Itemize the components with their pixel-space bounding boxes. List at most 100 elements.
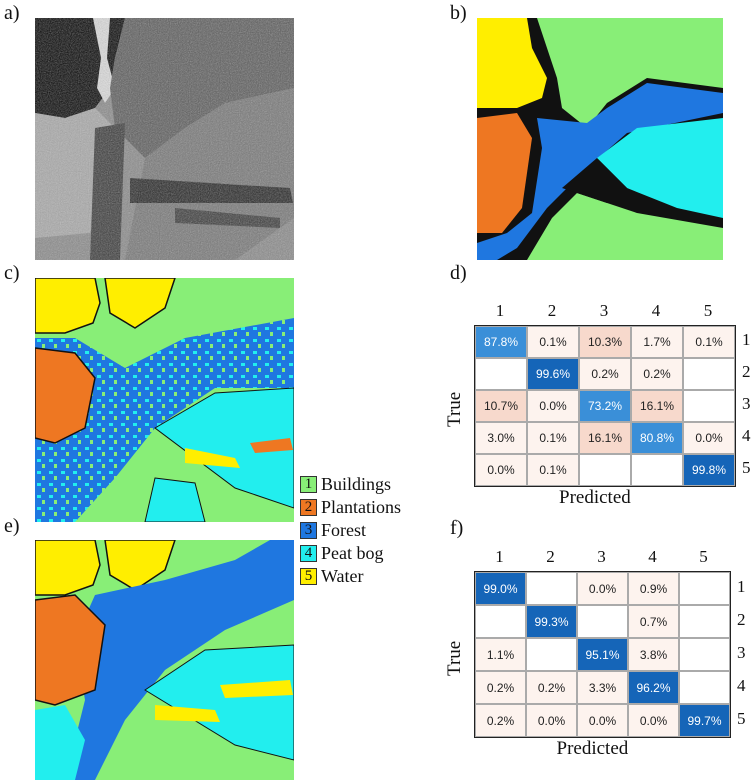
x-axis-label: Predicted (556, 738, 629, 759)
matrix-cell: 10.7% (475, 390, 527, 422)
matrix-cell (679, 671, 730, 704)
matrix-grid: 99.0% 0.0% 0.9% 99.3% 0.7% 1.1% 95.1% 3.8% 0.2% 0… (474, 571, 731, 738)
matrix-cell: 0.0% (577, 704, 628, 737)
matrix-cell (475, 605, 526, 638)
matrix-cell: 0.0% (683, 422, 735, 454)
row-label: 5 (737, 708, 746, 728)
panel-label-b: b) (450, 2, 467, 24)
y-axis-label: True (444, 640, 465, 676)
legend-item-buildings: 1 Buildings (300, 473, 401, 496)
matrix-cell: 0.1% (527, 454, 579, 486)
matrix-cell: 99.7% (679, 704, 730, 737)
legend-swatch: 3 (300, 522, 317, 539)
matrix-cell: 0.9% (628, 572, 679, 605)
legend-swatch: 2 (300, 499, 317, 516)
matrix-cell: 95.1% (577, 638, 628, 671)
panel-label-e: e) (4, 515, 20, 537)
matrix-cell (526, 572, 577, 605)
col-label: 3 (597, 547, 606, 566)
col-label: 1 (495, 301, 505, 320)
matrix-grid: 87.8% 0.1% 10.3% 1.7% 0.1% 99.6% 0.2% 0.2% 10.7%… (474, 325, 736, 487)
legend-item-forest: 3 Forest (300, 519, 401, 542)
col-label: 5 (703, 301, 713, 320)
panel-label-d: d) (450, 262, 467, 284)
matrix-cell: 0.2% (631, 358, 683, 390)
matrix-cell: 96.2% (628, 671, 679, 704)
ground-truth-map (477, 18, 723, 260)
row-label: 2 (742, 362, 751, 381)
row-label: 1 (742, 330, 751, 349)
matrix-cell: 99.8% (683, 454, 735, 486)
confusion-matrix-d: 1 2 3 4 5 87.8% 0.1% 10.3% 1.7% 0.1% 99.6% 0.2% 0.2%… (440, 295, 755, 508)
legend: 1 Buildings 2 Plantations 3 Forest 4 Pea… (300, 473, 401, 588)
panel-label-f: f) (450, 517, 464, 539)
matrix-cell: 0.0% (475, 454, 527, 486)
matrix-cell: 1.7% (631, 326, 683, 358)
y-axis-label: True (444, 391, 465, 427)
matrix-cell (683, 358, 735, 390)
matrix-cell: 0.2% (475, 671, 526, 704)
matrix-cell: 99.0% (475, 572, 526, 605)
legend-swatch: 5 (300, 568, 317, 585)
matrix-cell (679, 572, 730, 605)
legend-label: Buildings (321, 474, 392, 494)
matrix-cell: 10.3% (579, 326, 631, 358)
matrix-cell: 99.3% (526, 605, 577, 638)
matrix-cell: 0.1% (527, 422, 579, 454)
panel-label-c: c) (4, 262, 20, 284)
matrix-cell: 0.2% (526, 671, 577, 704)
legend-swatch: 4 (300, 545, 317, 562)
legend-item-plantations: 2 Plantations (300, 496, 401, 519)
matrix-cell: 87.8% (475, 326, 527, 358)
matrix-cell (475, 358, 527, 390)
matrix-cell: 0.0% (628, 704, 679, 737)
classification-map-e (35, 540, 294, 780)
legend-label: Plantations (321, 497, 401, 517)
matrix-cell: 0.2% (475, 704, 526, 737)
matrix-cell: 16.1% (631, 390, 683, 422)
matrix-cell: 0.7% (628, 605, 679, 638)
matrix-cell: 0.0% (577, 572, 628, 605)
matrix-cell (579, 454, 631, 486)
matrix-cell (679, 638, 730, 671)
col-label: 3 (599, 301, 609, 320)
row-label: 4 (742, 426, 751, 445)
matrix-cell: 99.6% (527, 358, 579, 390)
col-label: 4 (648, 547, 657, 566)
legend-item-peatbog: 4 Peat bog (300, 542, 401, 565)
matrix-cell (526, 638, 577, 671)
col-label: 4 (651, 301, 661, 320)
row-label: 1 (737, 576, 746, 596)
satellite-image (35, 18, 294, 260)
col-label: 5 (699, 547, 708, 566)
row-label: 5 (742, 458, 751, 477)
confusion-matrix-f: 1 2 3 4 5 99.0% 0.0% 0.9% 99.3% 0.7% 1.1% 95.1% 3.8%… (440, 545, 755, 780)
matrix-cell (631, 454, 683, 486)
legend-label: Water (321, 566, 364, 586)
x-axis-label: Predicted (559, 487, 631, 508)
matrix-cell: 0.1% (683, 326, 735, 358)
matrix-cell: 73.2% (579, 390, 631, 422)
matrix-cell: 3.0% (475, 422, 527, 454)
matrix-cell: 0.1% (527, 326, 579, 358)
col-label: 2 (547, 301, 557, 320)
legend-item-water: 5 Water (300, 565, 401, 588)
matrix-cell: 0.0% (527, 390, 579, 422)
matrix-cell: 16.1% (579, 422, 631, 454)
row-label: 3 (742, 394, 751, 413)
row-label: 4 (737, 675, 746, 695)
matrix-cell: 0.2% (579, 358, 631, 390)
legend-label: Forest (321, 520, 366, 540)
legend-label: Peat bog (321, 543, 384, 563)
matrix-cell: 0.0% (526, 704, 577, 737)
matrix-cell (577, 605, 628, 638)
row-label: 2 (737, 609, 746, 629)
legend-swatch: 1 (300, 476, 317, 493)
matrix-cell (679, 605, 730, 638)
matrix-cell (683, 390, 735, 422)
col-label: 1 (495, 547, 504, 566)
classification-map-c (35, 278, 294, 522)
row-label: 3 (737, 642, 746, 662)
col-label: 2 (546, 547, 555, 566)
matrix-cell: 3.8% (628, 638, 679, 671)
